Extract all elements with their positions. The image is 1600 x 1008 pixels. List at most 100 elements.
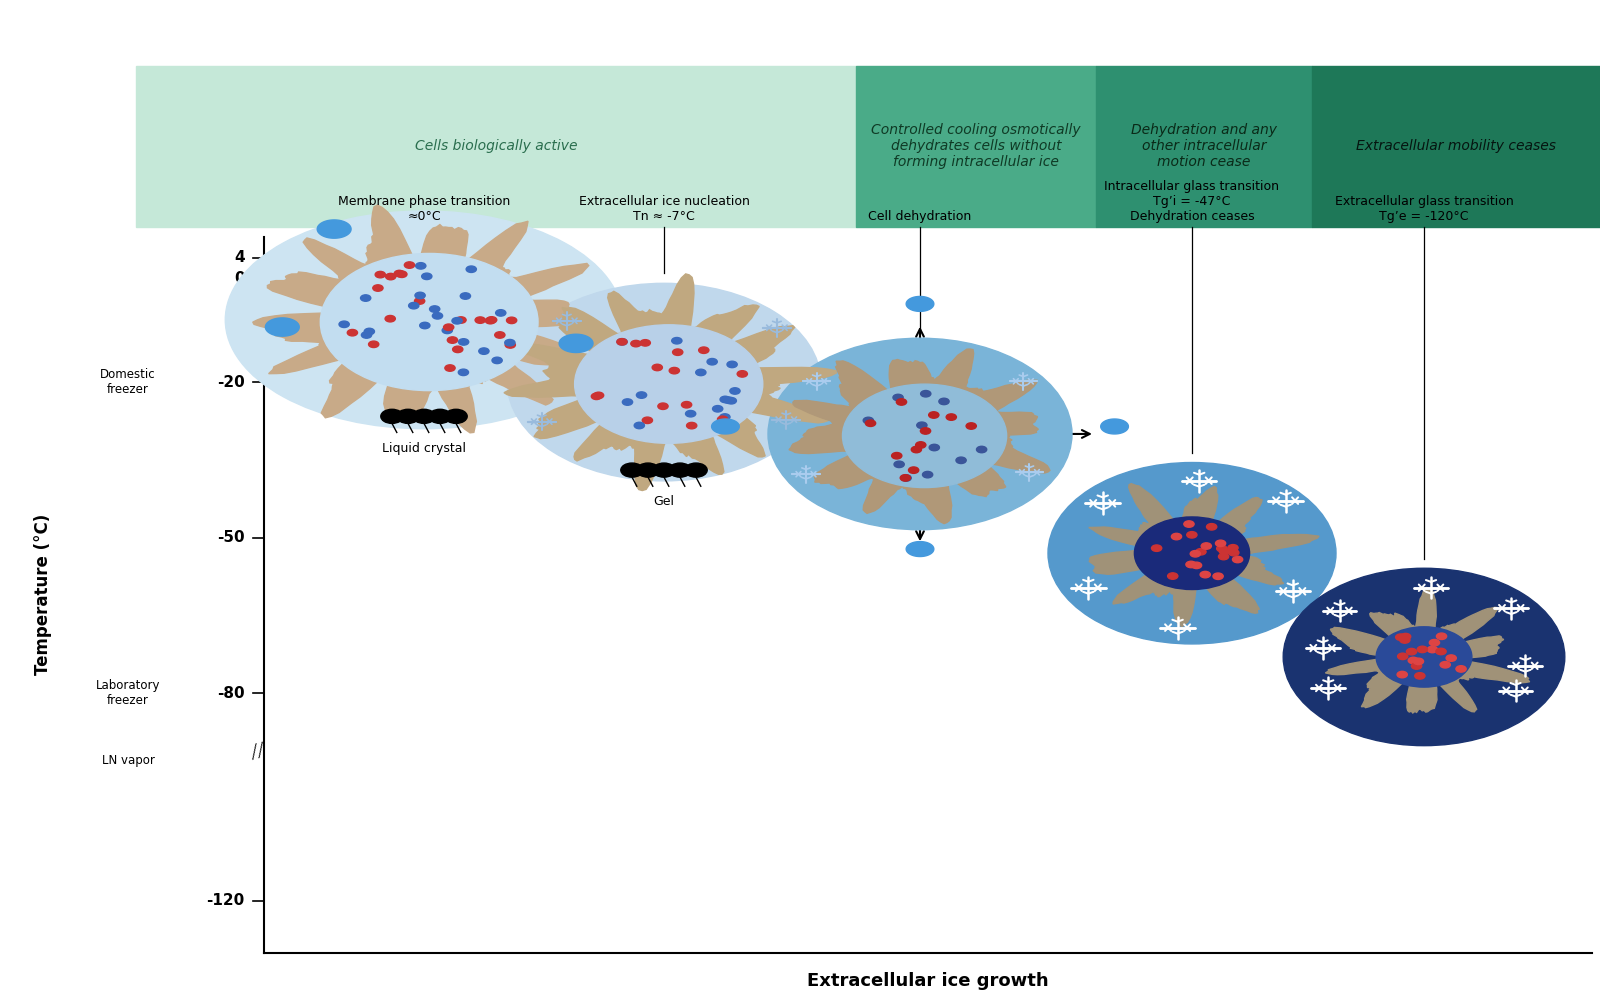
Circle shape — [1437, 633, 1446, 639]
Circle shape — [459, 339, 469, 345]
Circle shape — [360, 294, 371, 301]
Circle shape — [506, 342, 515, 348]
Circle shape — [894, 461, 904, 468]
Circle shape — [419, 323, 430, 329]
Circle shape — [432, 312, 443, 320]
Circle shape — [494, 332, 506, 339]
Polygon shape — [266, 318, 299, 337]
Circle shape — [1427, 646, 1437, 653]
Text: -80: -80 — [218, 685, 245, 701]
Circle shape — [1186, 561, 1197, 568]
Circle shape — [386, 316, 395, 322]
Circle shape — [416, 263, 426, 269]
Circle shape — [928, 411, 939, 418]
Text: Controlled cooling osmotically
dehydrates cells without
forming intracellular ic: Controlled cooling osmotically dehydrate… — [870, 123, 1082, 169]
Circle shape — [1213, 573, 1224, 580]
Text: Domestic
freezer: Domestic freezer — [101, 368, 155, 396]
Circle shape — [1184, 521, 1194, 527]
Circle shape — [621, 463, 643, 477]
Circle shape — [478, 348, 490, 355]
Circle shape — [843, 384, 1006, 488]
Circle shape — [738, 371, 747, 377]
Circle shape — [422, 273, 432, 279]
Text: ╱╱: ╱╱ — [248, 741, 267, 760]
Circle shape — [485, 318, 496, 324]
Circle shape — [669, 368, 680, 374]
Circle shape — [1397, 671, 1408, 677]
Circle shape — [622, 399, 632, 405]
Circle shape — [1152, 545, 1162, 551]
Polygon shape — [906, 296, 934, 311]
Circle shape — [864, 417, 874, 423]
Circle shape — [405, 262, 414, 268]
Circle shape — [1413, 658, 1424, 664]
Circle shape — [923, 472, 933, 478]
Circle shape — [397, 271, 406, 277]
Polygon shape — [1101, 419, 1128, 434]
Circle shape — [707, 359, 717, 365]
Circle shape — [461, 292, 470, 299]
Circle shape — [456, 317, 466, 324]
Bar — [1096, 66, 1312, 227]
Text: -120: -120 — [206, 893, 245, 908]
Circle shape — [946, 414, 957, 420]
Circle shape — [592, 393, 602, 399]
Circle shape — [634, 422, 645, 428]
Text: 4: 4 — [234, 250, 245, 265]
Text: Cells biologically active: Cells biologically active — [414, 139, 578, 153]
Circle shape — [397, 409, 419, 423]
Circle shape — [637, 392, 646, 398]
Bar — [136, 66, 856, 227]
Text: Dehydration and any
other intracellular
motion cease: Dehydration and any other intracellular … — [1131, 123, 1277, 169]
Polygon shape — [1088, 484, 1318, 627]
Circle shape — [1440, 661, 1450, 668]
Circle shape — [1456, 665, 1466, 672]
Text: Gel: Gel — [653, 495, 675, 508]
Circle shape — [453, 346, 462, 353]
Circle shape — [723, 397, 733, 403]
Circle shape — [939, 398, 949, 404]
Circle shape — [720, 396, 730, 402]
Text: Intracellular glass transition
Tg’i = -47°C
Dehydration ceases: Intracellular glass transition Tg’i = -4… — [1104, 179, 1280, 223]
Circle shape — [491, 357, 502, 364]
Circle shape — [373, 285, 382, 291]
Polygon shape — [253, 205, 597, 432]
Circle shape — [1200, 572, 1210, 578]
Circle shape — [1376, 627, 1472, 687]
Circle shape — [365, 329, 374, 335]
Circle shape — [414, 297, 424, 304]
Polygon shape — [712, 419, 739, 434]
Circle shape — [901, 475, 910, 481]
Circle shape — [1400, 633, 1411, 640]
Circle shape — [445, 409, 467, 423]
Circle shape — [320, 253, 538, 391]
Circle shape — [930, 445, 939, 451]
Circle shape — [891, 453, 902, 459]
Circle shape — [1283, 569, 1565, 746]
Circle shape — [374, 271, 386, 278]
Circle shape — [1206, 523, 1216, 530]
Circle shape — [1190, 550, 1200, 557]
Circle shape — [1408, 657, 1419, 663]
Circle shape — [976, 447, 987, 453]
Circle shape — [413, 409, 435, 423]
Circle shape — [672, 338, 682, 344]
Circle shape — [1414, 672, 1426, 679]
Circle shape — [381, 409, 403, 423]
Circle shape — [1232, 556, 1243, 562]
Bar — [1312, 66, 1600, 227]
Circle shape — [618, 339, 627, 345]
Text: Laboratory
freezer: Laboratory freezer — [96, 679, 160, 708]
Text: Membrane phase transition
≈0°C: Membrane phase transition ≈0°C — [338, 195, 510, 223]
Circle shape — [394, 270, 405, 277]
Circle shape — [445, 365, 454, 371]
Circle shape — [466, 266, 477, 272]
Circle shape — [717, 416, 728, 422]
Circle shape — [630, 341, 642, 347]
Circle shape — [451, 318, 462, 324]
Circle shape — [486, 317, 496, 324]
Polygon shape — [558, 335, 594, 353]
Circle shape — [672, 349, 683, 356]
Circle shape — [1397, 653, 1408, 659]
Circle shape — [1227, 544, 1238, 551]
